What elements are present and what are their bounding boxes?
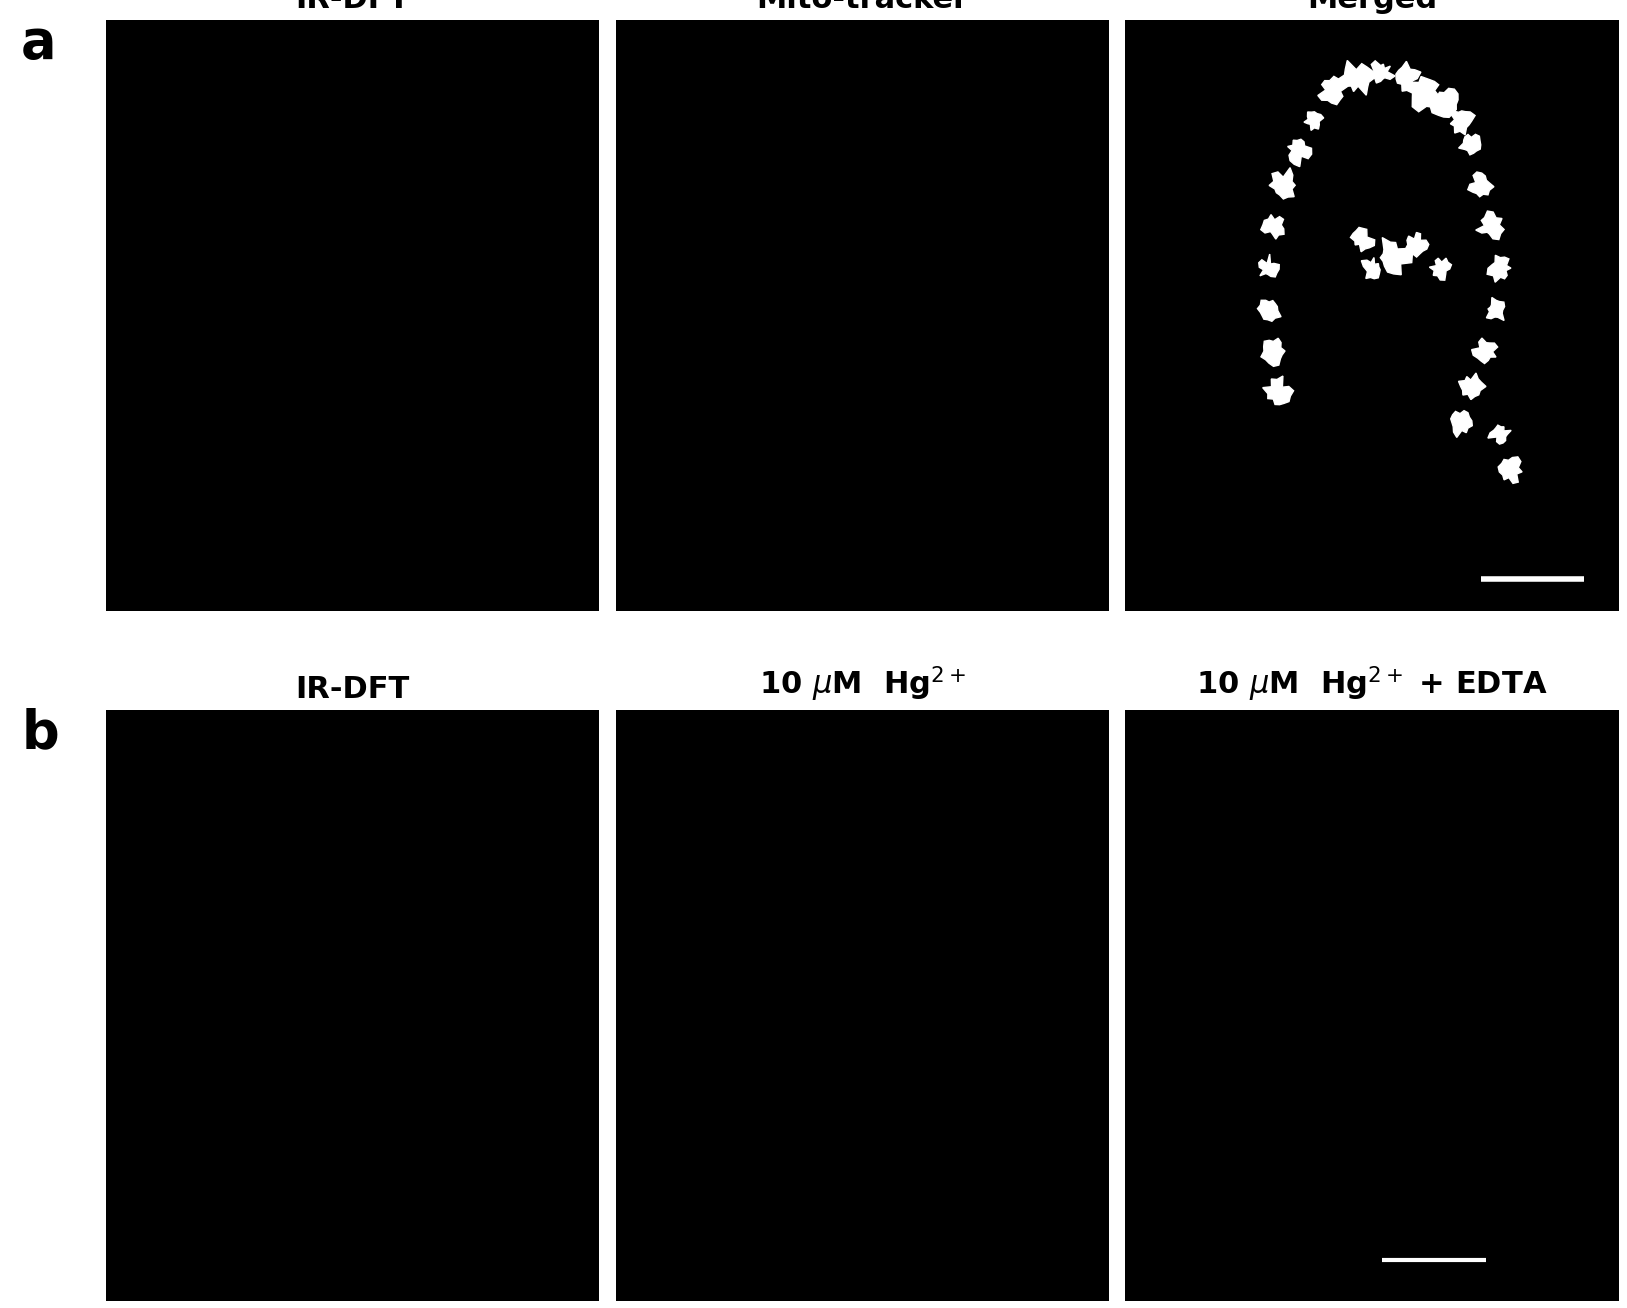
Polygon shape [1407, 77, 1440, 111]
Polygon shape [1261, 339, 1285, 366]
Polygon shape [1451, 411, 1472, 437]
Polygon shape [1472, 337, 1497, 364]
Polygon shape [1450, 111, 1476, 135]
Text: b: b [21, 706, 59, 759]
Polygon shape [1476, 211, 1503, 239]
Polygon shape [1396, 61, 1420, 93]
Polygon shape [1489, 425, 1511, 445]
Polygon shape [1258, 301, 1280, 322]
Polygon shape [1287, 139, 1311, 166]
Polygon shape [1318, 76, 1349, 105]
Polygon shape [1269, 167, 1295, 199]
Text: 10 $\mu$M  Hg$^{2+}$: 10 $\mu$M Hg$^{2+}$ [758, 664, 966, 704]
Polygon shape [1498, 456, 1523, 484]
Text: a: a [21, 17, 57, 69]
Polygon shape [1336, 60, 1376, 95]
Polygon shape [1458, 373, 1485, 399]
Polygon shape [1261, 215, 1284, 239]
Polygon shape [1259, 254, 1279, 277]
Polygon shape [1430, 258, 1451, 280]
Text: 10 $\mu$M  Hg$^{2+}$ + EDTA: 10 $\mu$M Hg$^{2+}$ + EDTA [1196, 664, 1547, 704]
Polygon shape [1406, 233, 1429, 258]
Polygon shape [1263, 375, 1293, 404]
Text: Merged: Merged [1306, 0, 1437, 14]
Polygon shape [1303, 111, 1324, 131]
Polygon shape [1430, 89, 1458, 118]
Polygon shape [1372, 61, 1394, 82]
Polygon shape [1468, 171, 1494, 196]
Text: IR-DFT: IR-DFT [296, 675, 410, 704]
Polygon shape [1487, 255, 1511, 283]
Polygon shape [1380, 238, 1412, 275]
Text: IR-DFT: IR-DFT [296, 0, 410, 14]
Polygon shape [1362, 258, 1380, 279]
Text: Mito-tracker: Mito-tracker [757, 0, 968, 14]
Polygon shape [1487, 297, 1505, 320]
Polygon shape [1459, 135, 1481, 154]
Polygon shape [1350, 228, 1375, 252]
